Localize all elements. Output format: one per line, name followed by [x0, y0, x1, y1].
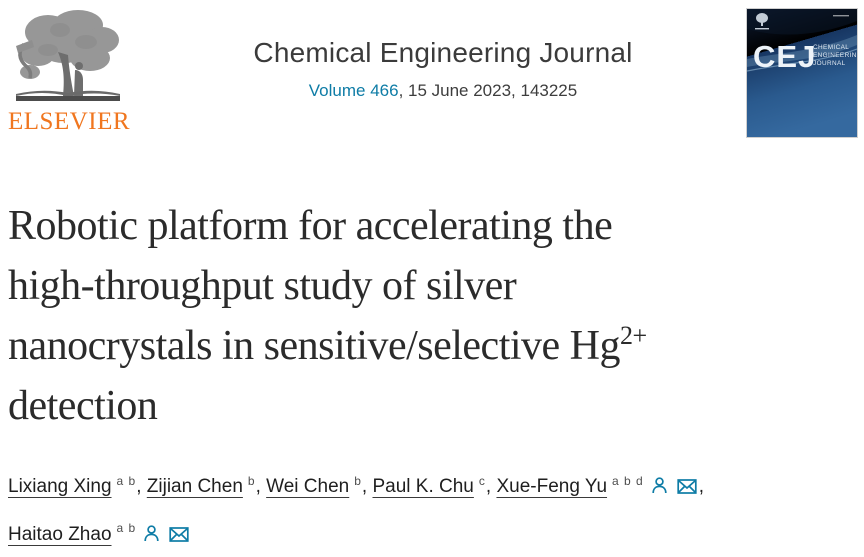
cover-elsevier-mini-logo — [755, 13, 769, 30]
author-name-link[interactable]: Paul K. Chu — [372, 476, 474, 498]
issue-date-article-number: , 15 June 2023, 143225 — [398, 80, 578, 100]
journal-issue-line: Volume 466, 15 June 2023, 143225 — [140, 81, 746, 101]
article-title-line2: high-throughput study of silver — [8, 263, 517, 309]
author-affiliations: b — [247, 474, 256, 488]
author-affiliations: a b — [116, 521, 137, 536]
cover-name-line3: JOURNAL — [813, 60, 846, 67]
elsevier-wordmark: ELSEVIER — [8, 108, 131, 135]
cover-name-line1: CHEMICAL — [813, 44, 849, 51]
article-title: Robotic platform for accelerating the hi… — [8, 196, 856, 436]
author-name-link[interactable]: Haitao Zhao — [8, 523, 112, 545]
article-title-line3: nanocrystals in sensitive/selective Hg2+ — [8, 321, 647, 370]
author-paul-k-chu: Paul K. Chu c, — [372, 474, 497, 498]
person-icon[interactable] — [142, 519, 161, 557]
volume-link[interactable]: Volume 466 — [308, 80, 399, 100]
article-header-page: ELSEVIER Chemical Engineering Journal Vo… — [0, 0, 864, 545]
cover-name-line2: ENGINEERING — [813, 52, 858, 59]
author-lixiang-xing: Lixiang Xing a b, — [8, 474, 147, 498]
cover-abbrev: CEJ — [753, 39, 816, 74]
author-name-link[interactable]: Wei Chen — [266, 476, 350, 498]
journal-cover-thumbnail[interactable]: CEJ CHEMICAL ENGINEERING JOURNAL — [746, 8, 858, 138]
person-icon[interactable] — [650, 471, 669, 509]
author-affiliations: a b d — [612, 474, 644, 488]
author-affiliations: c — [478, 474, 486, 488]
journal-title-link[interactable]: Chemical Engineering Journal — [253, 37, 633, 68]
author-affiliations: b — [354, 474, 362, 488]
journal-banner: ELSEVIER Chemical Engineering Journal Vo… — [0, 0, 864, 140]
author-zijian-chen: Zijian Chen b, — [146, 474, 267, 498]
author-wei-chen: Wei Chen b, — [266, 474, 373, 498]
hg-charge-superscript: 2+ — [620, 321, 647, 350]
author-name-link[interactable]: Zijian Chen — [146, 476, 243, 498]
envelope-icon[interactable] — [677, 471, 697, 509]
author-affiliations: a b — [116, 474, 137, 488]
author-name-link[interactable]: Lixiang Xing — [8, 476, 112, 498]
elsevier-logo-link[interactable]: ELSEVIER — [8, 6, 140, 134]
article-title-line1: Robotic platform for accelerating the — [8, 203, 613, 249]
elsevier-tree-icon — [8, 6, 140, 108]
author-xue-feng-yu: Xue-Feng Yu a b d, — [496, 474, 704, 498]
author-list: Lixiang Xing a b, Zijian Chen b, Wei Chen b… — [8, 462, 856, 557]
author-haitao-zhao: Haitao Zhao a b — [8, 521, 191, 545]
article-title-line4: detection — [8, 383, 158, 429]
envelope-icon[interactable] — [169, 519, 189, 557]
journal-heading: Chemical Engineering Journal Volume 466,… — [140, 6, 746, 101]
cover-light-band — [747, 35, 857, 67]
author-name-link[interactable]: Xue-Feng Yu — [496, 476, 608, 498]
